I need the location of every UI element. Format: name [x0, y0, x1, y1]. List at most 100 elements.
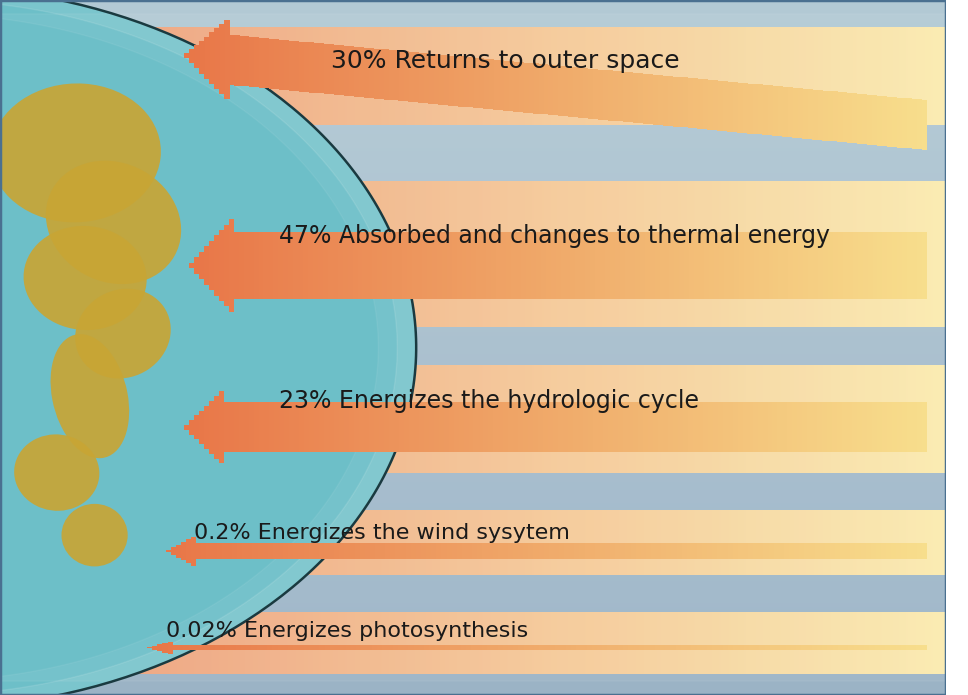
Polygon shape [722, 81, 728, 131]
Polygon shape [299, 402, 304, 452]
Polygon shape [298, 543, 304, 559]
Polygon shape [813, 233, 818, 299]
Polygon shape [339, 45, 345, 95]
Polygon shape [804, 543, 809, 559]
Polygon shape [417, 233, 422, 299]
Polygon shape [387, 233, 392, 299]
Polygon shape [234, 402, 239, 452]
Polygon shape [554, 543, 560, 559]
Polygon shape [704, 233, 710, 299]
Polygon shape [573, 67, 579, 117]
Polygon shape [467, 543, 472, 559]
Polygon shape [225, 402, 229, 452]
Polygon shape [523, 63, 529, 113]
Polygon shape [191, 537, 197, 566]
Polygon shape [865, 543, 871, 559]
Polygon shape [793, 402, 798, 452]
Polygon shape [458, 56, 464, 106]
Polygon shape [618, 402, 623, 452]
Polygon shape [867, 233, 872, 299]
Polygon shape [917, 543, 922, 559]
Polygon shape [380, 543, 385, 559]
Polygon shape [385, 543, 390, 559]
Polygon shape [758, 402, 763, 452]
Polygon shape [269, 402, 274, 452]
Polygon shape [895, 645, 901, 651]
Polygon shape [257, 645, 261, 651]
Polygon shape [443, 402, 448, 452]
Polygon shape [743, 543, 748, 559]
Polygon shape [419, 402, 424, 452]
Polygon shape [516, 233, 521, 299]
Polygon shape [513, 402, 518, 452]
Polygon shape [228, 219, 233, 312]
Polygon shape [842, 402, 847, 452]
Polygon shape [717, 543, 722, 559]
Polygon shape [369, 48, 374, 98]
Polygon shape [339, 402, 344, 452]
Polygon shape [877, 96, 883, 146]
Polygon shape [499, 60, 503, 111]
Polygon shape [560, 645, 565, 651]
Polygon shape [372, 645, 378, 651]
Polygon shape [777, 402, 782, 452]
Polygon shape [309, 402, 314, 452]
Polygon shape [672, 543, 677, 559]
Polygon shape [922, 543, 927, 559]
Polygon shape [359, 402, 364, 452]
Polygon shape [283, 543, 288, 559]
Polygon shape [588, 69, 593, 119]
Polygon shape [712, 80, 718, 130]
Polygon shape [600, 543, 605, 559]
Polygon shape [738, 83, 742, 133]
Polygon shape [382, 645, 387, 651]
Polygon shape [324, 402, 329, 452]
Polygon shape [922, 402, 927, 452]
Polygon shape [782, 402, 787, 452]
Polygon shape [226, 645, 230, 651]
Polygon shape [199, 41, 204, 74]
Polygon shape [807, 89, 812, 139]
Polygon shape [858, 233, 862, 299]
Polygon shape [880, 645, 885, 651]
Polygon shape [541, 233, 546, 299]
Polygon shape [556, 233, 560, 299]
Polygon shape [249, 233, 254, 299]
Polygon shape [605, 543, 610, 559]
Polygon shape [459, 402, 464, 452]
Polygon shape [272, 645, 278, 651]
Polygon shape [443, 55, 449, 105]
Polygon shape [178, 645, 183, 651]
Polygon shape [749, 645, 754, 651]
Polygon shape [832, 233, 838, 299]
Polygon shape [825, 543, 830, 559]
Polygon shape [582, 645, 587, 651]
Polygon shape [209, 241, 214, 290]
Polygon shape [759, 645, 765, 651]
Polygon shape [754, 233, 759, 299]
Polygon shape [843, 645, 848, 651]
Polygon shape [728, 402, 733, 452]
Text: 47% Absorbed and changes to thermal energy: 47% Absorbed and changes to thermal ener… [279, 224, 830, 248]
Polygon shape [842, 92, 848, 142]
Polygon shape [555, 645, 560, 651]
Polygon shape [519, 645, 524, 651]
Polygon shape [424, 402, 429, 452]
Polygon shape [430, 645, 435, 651]
Text: 0.2% Energizes the wind sysytem: 0.2% Energizes the wind sysytem [194, 523, 570, 543]
Polygon shape [390, 543, 396, 559]
Polygon shape [663, 402, 668, 452]
Polygon shape [467, 233, 471, 299]
Polygon shape [184, 54, 190, 58]
Polygon shape [563, 66, 568, 116]
Polygon shape [618, 72, 623, 122]
Polygon shape [698, 402, 703, 452]
Polygon shape [883, 233, 888, 299]
Polygon shape [902, 98, 907, 148]
Polygon shape [906, 543, 912, 559]
Polygon shape [764, 233, 769, 299]
Ellipse shape [76, 288, 170, 379]
Polygon shape [229, 35, 234, 85]
Polygon shape [792, 88, 798, 138]
Polygon shape [404, 51, 408, 101]
